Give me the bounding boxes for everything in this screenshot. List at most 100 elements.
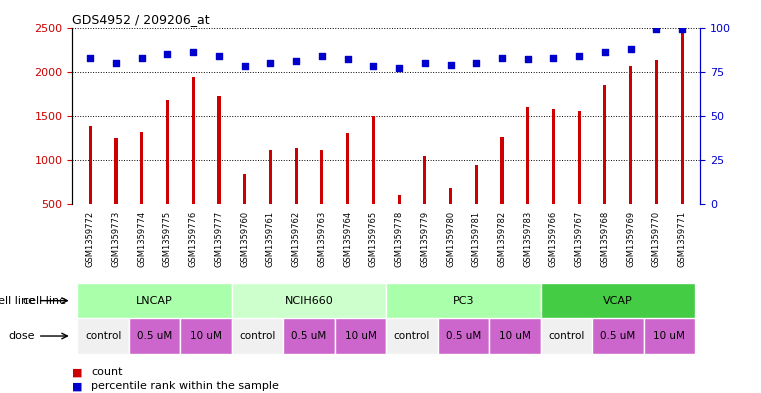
Text: 10 uM: 10 uM xyxy=(190,331,222,341)
Text: cell line: cell line xyxy=(23,296,66,306)
Text: GSM1359763: GSM1359763 xyxy=(317,211,326,267)
Bar xyxy=(540,283,695,318)
Point xyxy=(444,61,457,68)
Bar xyxy=(129,318,180,354)
Text: ■: ■ xyxy=(72,367,83,377)
Point xyxy=(110,60,122,66)
Text: GSM1359778: GSM1359778 xyxy=(394,211,403,267)
Bar xyxy=(592,318,644,354)
Text: GDS4952 / 209206_at: GDS4952 / 209206_at xyxy=(72,13,210,26)
Text: control: control xyxy=(85,331,121,341)
Text: VCAP: VCAP xyxy=(603,296,632,306)
Bar xyxy=(232,318,283,354)
Point xyxy=(470,60,482,66)
Text: GSM1359782: GSM1359782 xyxy=(498,211,507,267)
Text: GSM1359777: GSM1359777 xyxy=(215,211,224,267)
Point xyxy=(599,49,611,55)
Text: GSM1359774: GSM1359774 xyxy=(137,211,146,267)
Point xyxy=(419,60,431,66)
Text: GSM1359783: GSM1359783 xyxy=(524,211,532,267)
Text: dose: dose xyxy=(8,331,35,341)
Bar xyxy=(283,318,335,354)
Point xyxy=(521,56,533,62)
Text: percentile rank within the sample: percentile rank within the sample xyxy=(91,381,279,391)
Point xyxy=(161,51,174,57)
Bar xyxy=(78,283,232,318)
Bar xyxy=(654,60,658,204)
Text: GSM1359776: GSM1359776 xyxy=(189,211,198,267)
Point xyxy=(393,65,405,71)
Text: control: control xyxy=(548,331,584,341)
Bar xyxy=(320,150,323,204)
Bar xyxy=(629,66,632,204)
Text: 10 uM: 10 uM xyxy=(499,331,531,341)
Bar xyxy=(526,107,529,204)
Text: LNCAP: LNCAP xyxy=(136,296,173,306)
Bar xyxy=(475,165,478,204)
Text: GSM1359779: GSM1359779 xyxy=(420,211,429,267)
Point xyxy=(135,54,148,61)
Bar xyxy=(218,95,221,204)
Bar xyxy=(89,126,92,204)
Point xyxy=(368,63,380,70)
Bar xyxy=(603,85,607,204)
Text: GSM1359781: GSM1359781 xyxy=(472,211,481,267)
Bar xyxy=(346,133,349,204)
Bar xyxy=(78,318,129,354)
Text: GSM1359772: GSM1359772 xyxy=(86,211,95,267)
Bar xyxy=(438,318,489,354)
Text: ■: ■ xyxy=(72,381,83,391)
Bar xyxy=(680,28,683,204)
Bar xyxy=(114,138,118,204)
Point xyxy=(342,56,354,62)
Bar xyxy=(166,99,169,204)
Text: GSM1359775: GSM1359775 xyxy=(163,211,172,267)
Point xyxy=(676,26,688,32)
Point xyxy=(239,63,251,70)
Bar xyxy=(386,318,438,354)
Text: GSM1359760: GSM1359760 xyxy=(240,211,249,267)
Text: GSM1359764: GSM1359764 xyxy=(343,211,352,267)
Bar xyxy=(180,318,232,354)
Text: GSM1359770: GSM1359770 xyxy=(652,211,661,267)
Text: 0.5 uM: 0.5 uM xyxy=(137,331,172,341)
Text: GSM1359767: GSM1359767 xyxy=(575,211,584,267)
Point xyxy=(264,60,276,66)
Bar xyxy=(192,77,195,204)
Text: cell line: cell line xyxy=(0,296,35,306)
Point xyxy=(573,53,585,59)
Point xyxy=(547,54,559,61)
Point xyxy=(213,53,225,59)
Bar xyxy=(423,156,426,204)
Text: control: control xyxy=(240,331,275,341)
Bar xyxy=(397,195,400,204)
Bar xyxy=(449,188,452,204)
Point xyxy=(187,49,199,55)
Text: count: count xyxy=(91,367,123,377)
Text: 10 uM: 10 uM xyxy=(653,331,685,341)
Text: GSM1359769: GSM1359769 xyxy=(626,211,635,267)
Text: NCIH660: NCIH660 xyxy=(285,296,333,306)
Point xyxy=(625,46,637,52)
Text: GSM1359768: GSM1359768 xyxy=(600,211,610,267)
Bar xyxy=(140,132,143,204)
Text: PC3: PC3 xyxy=(453,296,474,306)
Point xyxy=(651,26,663,32)
Point xyxy=(290,58,302,64)
Bar xyxy=(489,318,540,354)
Text: 0.5 uM: 0.5 uM xyxy=(600,331,635,341)
Bar xyxy=(232,283,387,318)
Bar xyxy=(295,148,298,204)
Text: GSM1359771: GSM1359771 xyxy=(677,211,686,267)
Text: control: control xyxy=(393,331,430,341)
Text: GSM1359762: GSM1359762 xyxy=(291,211,301,267)
Bar xyxy=(644,318,695,354)
Bar xyxy=(578,110,581,204)
Bar xyxy=(269,151,272,204)
Text: 0.5 uM: 0.5 uM xyxy=(446,331,481,341)
Bar xyxy=(501,137,504,204)
Bar xyxy=(540,318,592,354)
Text: GSM1359765: GSM1359765 xyxy=(369,211,378,267)
Point xyxy=(316,53,328,59)
Text: GSM1359773: GSM1359773 xyxy=(112,211,120,267)
